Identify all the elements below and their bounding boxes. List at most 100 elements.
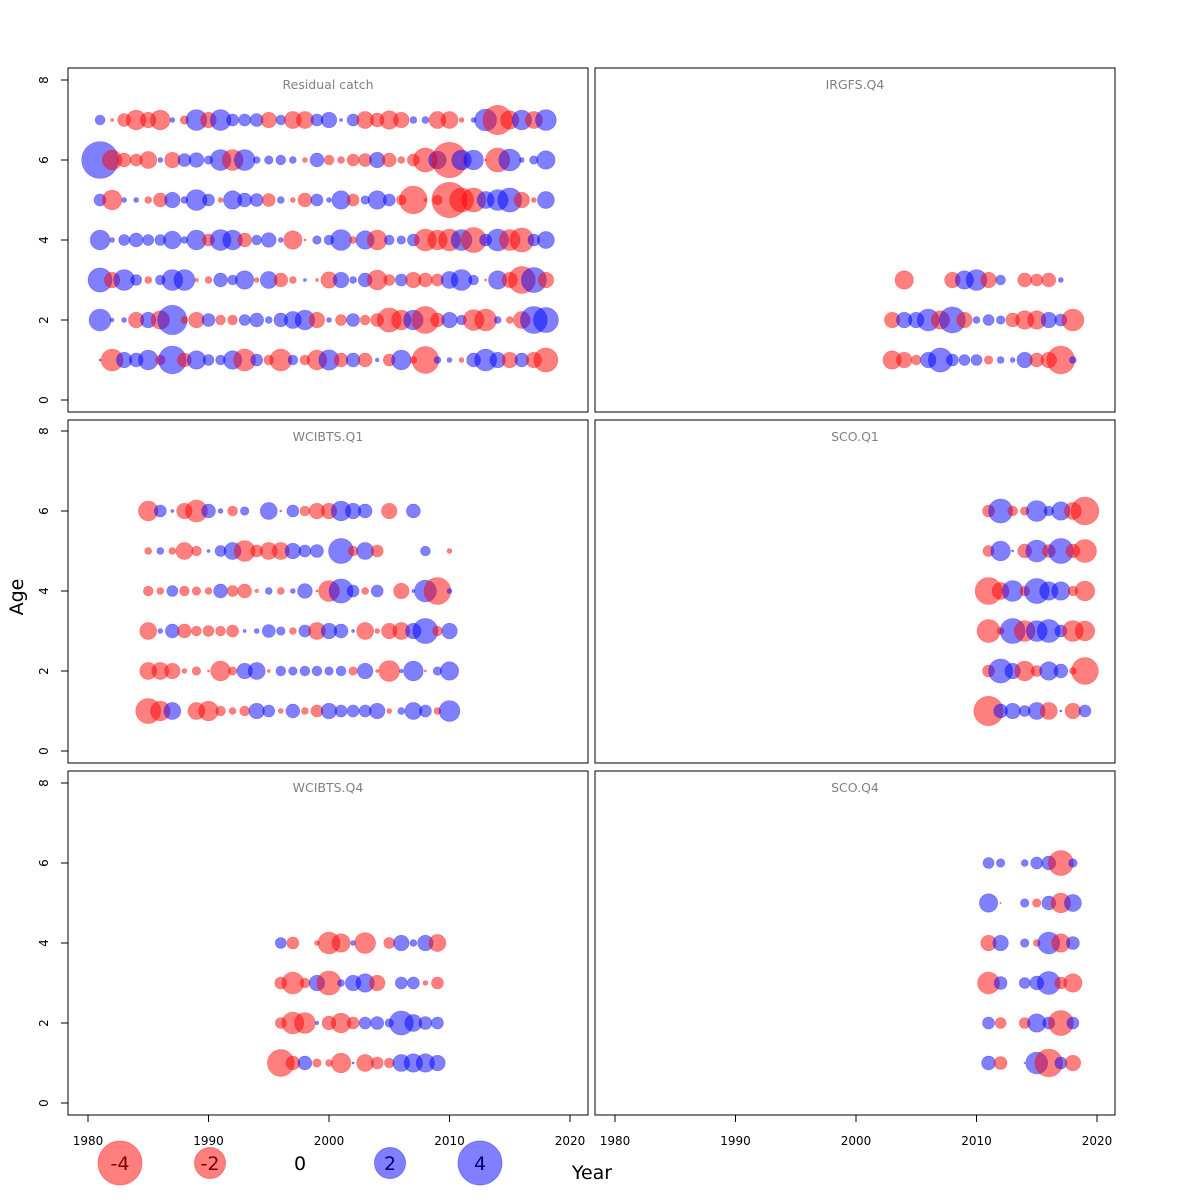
bubble-1985-age-3 — [144, 276, 153, 284]
bubble-2006-age-3 — [394, 976, 408, 990]
bubble-2001-age-7 — [339, 118, 343, 122]
bubble-2011-age-1 — [981, 1055, 996, 1071]
bubble-2006-age-1 — [397, 707, 406, 715]
bubble-1998-age-2 — [294, 1012, 316, 1034]
bubble-1989-age-2 — [191, 666, 202, 676]
bubble-2018-age-5 — [1064, 894, 1082, 912]
bubble-1988-age-2 — [180, 316, 189, 324]
bubble-1996-age-3 — [276, 626, 286, 636]
bubble-1997-age-4 — [283, 230, 303, 250]
y-tick-label: 2 — [37, 1019, 51, 1027]
bubble-2017-age-4 — [1051, 581, 1071, 601]
bubble-1981-age-4 — [89, 229, 111, 251]
bubble-2014-age-5 — [1020, 898, 1030, 908]
bubble-1985-age-5 — [144, 196, 153, 204]
bubble-1983-age-6 — [116, 152, 132, 168]
bubble-2005-age-6 — [381, 502, 398, 520]
panel-title: Residual catch — [283, 77, 374, 92]
bubble-2008-age-1 — [419, 704, 432, 718]
panel-frame — [594, 67, 1116, 413]
bubble-1982-age-4 — [109, 237, 115, 243]
bubble-2012-age-2 — [996, 315, 1006, 325]
bubble-2012-age-3 — [993, 976, 1008, 990]
bubble-2010-age-2 — [439, 661, 460, 681]
bubble-1996-age-6 — [275, 154, 287, 166]
bubble-2012-age-6 — [996, 858, 1006, 868]
bubble-2010-age-1 — [438, 700, 461, 722]
bubble-1993-age-2 — [238, 314, 251, 326]
bubble-2014-age-3 — [1017, 272, 1032, 288]
bubble-2006-age-4 — [393, 934, 410, 952]
bubble-2004-age-4 — [370, 584, 384, 598]
bubble-2011-age-1 — [458, 357, 465, 363]
bubble-2010-age-4 — [446, 588, 453, 594]
bubble-1986-age-7 — [150, 109, 171, 131]
bubble-1995-age-6 — [264, 155, 274, 165]
bubble-1991-age-6 — [217, 508, 224, 514]
bubble-2007-age-5 — [399, 185, 428, 215]
bubble-2004-age-3 — [374, 628, 380, 634]
bubble-2012-age-1 — [996, 356, 1005, 364]
y-tick-label: 6 — [37, 507, 51, 515]
bubble-2008-age-2 — [418, 1016, 433, 1030]
y-tick-label: 6 — [37, 859, 51, 867]
bubble-2009-age-3 — [432, 625, 443, 637]
bubble-2001-age-6 — [337, 156, 345, 164]
bubble-2019-age-5 — [1073, 539, 1097, 563]
bubble-1985-age-6 — [139, 151, 158, 169]
bubble-2004-age-2 — [375, 669, 380, 673]
bubble-1988-age-3 — [177, 623, 192, 639]
bubble-1997-age-6 — [286, 504, 300, 518]
bubble-2013-age-2 — [474, 308, 497, 332]
legend-bubble — [373, 1146, 407, 1180]
bubble-1993-age-7 — [238, 113, 251, 127]
bubble-1999-age-3 — [315, 278, 319, 282]
bubble-2006-age-4 — [396, 235, 406, 245]
panel-residual-catch: Residual catch — [67, 67, 589, 413]
bubble-1993-age-6 — [233, 149, 256, 171]
bubble-1990-age-2 — [201, 313, 216, 327]
bubble-1998-age-1 — [297, 1055, 313, 1071]
bubble-2019-age-1 — [1078, 704, 1092, 718]
bubble-1993-age-1 — [239, 705, 250, 717]
bubble-1993-age-6 — [240, 506, 250, 516]
bubble-1999-age-4 — [315, 589, 319, 593]
bubble-2002-age-3 — [351, 629, 355, 633]
bubble-2007-age-2 — [403, 660, 424, 682]
bubble-2011-age-1 — [983, 355, 994, 365]
bubble-2012-age-5 — [990, 540, 1011, 562]
bubble-1994-age-3 — [253, 277, 260, 283]
bubble-1995-age-6 — [259, 502, 278, 520]
bubble-2009-age-2 — [431, 1016, 444, 1030]
bubble-2005-age-1 — [911, 354, 922, 366]
bubble-2003-age-2 — [358, 1016, 372, 1030]
bubble-1993-age-4 — [237, 232, 252, 248]
x-tick-label: 2010 — [961, 1134, 992, 1148]
bubble-2007-age-3 — [407, 976, 420, 990]
bubble-1994-age-3 — [253, 628, 260, 634]
bubble-1994-age-5 — [249, 193, 264, 207]
bubble-2018-age-1 — [1064, 702, 1081, 720]
bubble-1988-age-2 — [181, 668, 188, 674]
bubble-2018-age-2 — [1061, 308, 1085, 332]
bubble-1995-age-2 — [266, 669, 271, 673]
bubble-1983-age-2 — [121, 317, 127, 323]
y-tick-label: 0 — [37, 747, 51, 755]
bubble-2018-age-1 — [1069, 356, 1077, 364]
bubble-2010-age-1 — [970, 354, 983, 366]
bubble-1998-age-4 — [297, 583, 313, 599]
bubble-2010-age-1 — [446, 357, 453, 363]
bubble-2018-age-4 — [537, 231, 555, 249]
bubble-1995-age-7 — [260, 111, 277, 129]
bubble-1984-age-3 — [130, 274, 142, 286]
bubble-2002-age-6 — [346, 153, 360, 167]
bubble-2002-age-4 — [349, 236, 357, 244]
bubble-1992-age-4 — [226, 585, 239, 597]
bubble-1994-age-1 — [250, 353, 264, 367]
bubble-1984-age-5 — [133, 197, 139, 203]
bubble-2012-age-5 — [999, 901, 1002, 905]
bubble-2011-age-6 — [982, 857, 995, 869]
bubble-1992-age-1 — [228, 707, 237, 715]
bubble-2012-age-1 — [993, 1056, 1008, 1070]
bubble-1982-age-2 — [109, 317, 115, 323]
